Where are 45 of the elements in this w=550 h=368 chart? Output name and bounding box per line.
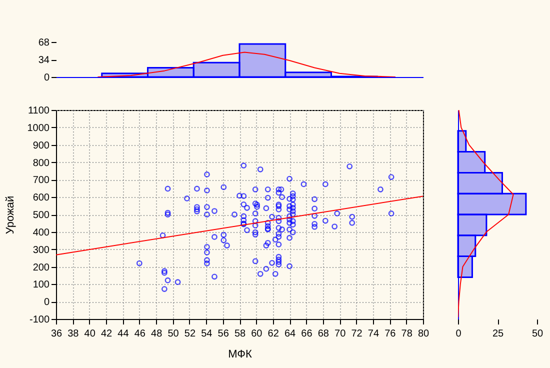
x-tick-label: 52	[184, 328, 196, 340]
y-tick-label: 500	[32, 210, 50, 221]
x-tick-label: 46	[134, 328, 146, 340]
y-tick-label: 34	[38, 55, 50, 66]
x-tick-label: 25	[492, 328, 504, 340]
y-tick-label: 600	[32, 192, 50, 204]
x-tick-label: 56	[218, 328, 230, 340]
x-tick-label: 50	[168, 328, 180, 340]
x-tick-label: 74	[368, 328, 380, 340]
x-tick-label: 36	[50, 328, 62, 340]
x-tick-label: 54	[201, 328, 213, 340]
x-tick-label: 80	[418, 328, 430, 340]
x-tick-label: 42	[100, 328, 113, 340]
x-tick-label: 60	[251, 328, 263, 340]
line-series	[97, 52, 396, 77]
x-tick-label: 70	[334, 328, 346, 340]
y-tick-label: 800	[32, 158, 50, 169]
y-tick-label: -100	[29, 314, 50, 326]
y-tick-label: 700	[32, 175, 50, 186]
x-tick-label: 62	[268, 328, 280, 340]
x-tick-label: 58	[234, 328, 246, 340]
y-tick-label: 900	[32, 140, 50, 152]
x-tick-label: 38	[68, 328, 80, 340]
x-tick-label: 78	[401, 328, 413, 340]
y-tick-label: 1100	[28, 106, 50, 116]
x-tick-label: 44	[118, 328, 130, 340]
x-tick-label: 50	[532, 328, 544, 340]
y-axis-title: Урожай	[4, 196, 16, 234]
y-tick-label: 0	[44, 297, 50, 308]
x-tick-label: 48	[151, 328, 163, 340]
x-tick-label: 76	[384, 328, 396, 340]
x-tick-label: 40	[84, 328, 96, 340]
y-tick-label: 100	[32, 280, 50, 291]
x-tick-label: 68	[318, 328, 330, 340]
x-tick-label: 64	[284, 328, 296, 340]
y-tick-label: 400	[32, 227, 50, 238]
y-tick-label: 0	[44, 72, 50, 84]
x-tick-label: 72	[351, 328, 363, 340]
x-tick-label: 66	[301, 328, 313, 340]
y-tick-label: 200	[32, 262, 50, 274]
y-tick-label: 300	[32, 244, 50, 256]
x-axis-title: МФК	[228, 348, 252, 360]
y-tick-label: 1000	[27, 122, 50, 134]
x-tick-label: 0	[456, 328, 462, 340]
y-tick-label: 68	[38, 38, 50, 48]
